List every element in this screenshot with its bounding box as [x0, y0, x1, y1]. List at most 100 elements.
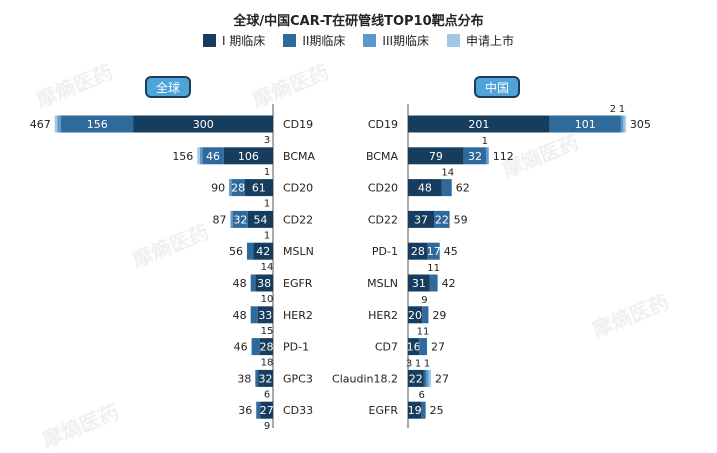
global-small-label: 1: [264, 167, 270, 178]
legend-item-phase1: I 期临床: [202, 32, 265, 49]
china-segment-label: 48: [418, 182, 432, 195]
china-category-label: EGFR: [369, 404, 399, 417]
china-segment-label: 31: [412, 277, 426, 290]
global-segment-label: 46: [206, 150, 220, 163]
china-bar-segment: [426, 369, 429, 387]
china-total-label: 27: [431, 341, 445, 354]
china-segment-label: 28: [411, 245, 425, 258]
china-total-label: 27: [435, 372, 449, 385]
global-bar-segment: [223, 147, 273, 165]
legend-item-phase2: II期临床: [283, 32, 345, 49]
legend-label-filing: 申请上市: [466, 34, 515, 48]
global-segment-label: 42: [256, 245, 270, 258]
global-category-label: GPC3: [283, 372, 313, 385]
global-bar-segment: [246, 242, 254, 260]
china-bar-segment: [408, 274, 430, 292]
china-bar-segment: [427, 242, 440, 260]
china-bar-segment: [434, 210, 450, 228]
china-segment-label: 22: [409, 372, 423, 385]
china-small-label: 1: [482, 136, 488, 147]
china-total-label: 305: [630, 118, 651, 131]
legend: I 期临床 II期临床 III期临床 申请上市: [0, 32, 717, 49]
global-segment-label: 156: [87, 118, 108, 131]
global-bar-segment: [231, 179, 245, 197]
china-small-label: 9: [421, 295, 427, 306]
china-bar-segment: [428, 369, 432, 387]
global-small-label: 1: [264, 199, 270, 210]
global-small-label: 3: [264, 135, 270, 146]
china-bar-segment: [486, 147, 489, 165]
global-bar-segment: [250, 306, 258, 324]
china-total-label: 42: [442, 277, 456, 290]
global-segment-label: 106: [238, 150, 259, 163]
legend-swatch-phase1: [202, 34, 216, 47]
china-segment-label: 20: [408, 309, 422, 322]
global-total-label: 87: [213, 213, 227, 226]
legend-label-phase2: II期临床: [302, 34, 346, 48]
china-region-button[interactable]: 中国: [474, 76, 520, 98]
china-small-label: 3: [406, 358, 412, 369]
global-bar-segment: [257, 306, 273, 324]
global-total-label: 156: [172, 150, 193, 163]
global-category-label: CD19: [283, 118, 313, 131]
global-small-label: 10: [261, 294, 274, 305]
china-category-label: BCMA: [366, 150, 399, 163]
china-bar-segment: [408, 210, 435, 228]
china-segment-label: 201: [468, 118, 489, 131]
china-segment-label: 19: [408, 404, 422, 417]
china-total-label: 59: [454, 213, 468, 226]
global-bar-segment: [250, 274, 256, 292]
china-small-label: 11: [417, 327, 430, 338]
global-small-label: 6: [264, 389, 270, 400]
china-bar-segment: [623, 115, 626, 133]
global-bar-segment: [255, 369, 259, 387]
global-segment-label: 54: [253, 213, 267, 226]
global-bar-segment: [230, 210, 234, 228]
global-bar-segment: [258, 369, 273, 387]
china-category-label: CD20: [368, 182, 398, 195]
global-region-button[interactable]: 全球: [145, 76, 191, 98]
global-bar-segment: [197, 147, 200, 165]
legend-swatch-phase3: [363, 34, 377, 47]
china-segment-label: 16: [407, 341, 421, 354]
china-total-label: 45: [444, 245, 458, 258]
global-total-label: 48: [233, 277, 247, 290]
china-segment-label: 79: [429, 150, 443, 163]
global-segment-label: 38: [257, 277, 271, 290]
global-bar-segment: [60, 115, 134, 133]
china-category-label: HER2: [368, 309, 398, 322]
china-total-label: 62: [456, 182, 470, 195]
china-category-label: Claudin18.2: [332, 372, 398, 385]
global-bar-segment: [199, 147, 203, 165]
global-category-label: EGFR: [283, 277, 313, 290]
chart-title: 全球/中国CAR-T在研管线TOP10靶点分布: [233, 14, 484, 29]
global-segment-label: 61: [252, 182, 266, 195]
global-category-label: MSLN: [283, 245, 314, 258]
china-bar-segment: [408, 369, 424, 387]
china-small-label: 2: [610, 104, 616, 115]
china-total-label: 25: [430, 404, 444, 417]
china-bar-segment: [422, 306, 429, 324]
china-segment-label: 22: [435, 213, 449, 226]
china-category-label: CD22: [368, 213, 398, 226]
china-category-label: MSLN: [367, 277, 398, 290]
china-bar-segment: [408, 115, 550, 133]
legend-swatch-filing: [447, 34, 461, 47]
china-bar-segment: [408, 179, 442, 197]
global-category-label: PD-1: [283, 341, 309, 354]
china-bar-segment: [419, 338, 428, 356]
china-bar-segment: [408, 242, 428, 260]
global-category-label: CD22: [283, 213, 313, 226]
legend-label-phase3: III期临床: [382, 34, 430, 48]
global-segment-label: 28: [259, 341, 273, 354]
global-small-label: 1: [264, 230, 270, 241]
global-segment-label: 27: [260, 404, 274, 417]
china-bar-segment: [421, 401, 426, 419]
china-segment-label: 101: [575, 118, 596, 131]
global-bar-segment: [251, 338, 260, 356]
global-bar-segment: [233, 210, 248, 228]
global-bar-segment: [256, 401, 261, 419]
china-total-label: 112: [493, 150, 514, 163]
